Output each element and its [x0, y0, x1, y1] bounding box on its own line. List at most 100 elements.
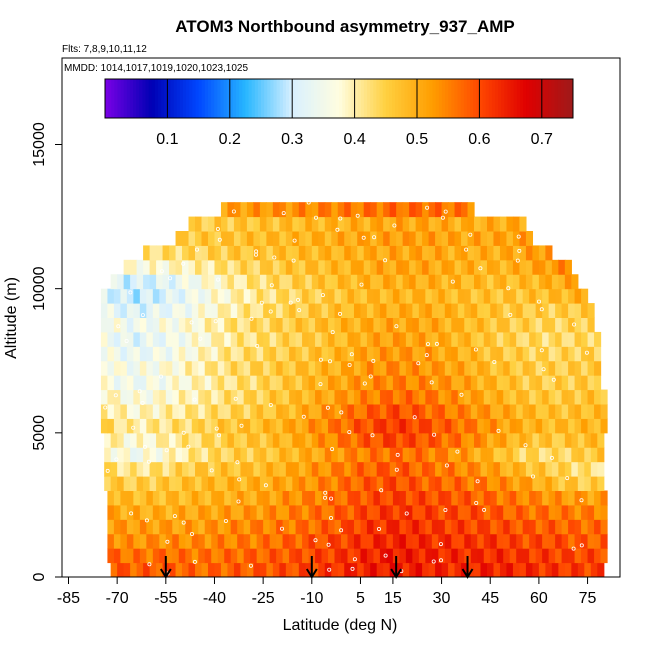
heatmap-cell — [104, 476, 112, 491]
heatmap-cell — [276, 317, 284, 333]
heatmap-cell — [425, 404, 433, 419]
sample-marker — [412, 415, 417, 420]
heatmap-cell — [107, 346, 115, 362]
heatmap-cell — [555, 303, 563, 318]
sample-marker — [523, 443, 528, 448]
heatmap-cell — [353, 288, 362, 304]
heatmap-cell — [201, 259, 209, 275]
heatmap-cell — [370, 245, 378, 261]
heatmap-cell — [152, 519, 160, 535]
heatmap-cell — [331, 432, 339, 448]
heatmap-cell — [457, 519, 465, 535]
heatmap-cell — [178, 346, 186, 362]
heatmap-cell — [207, 245, 216, 261]
heatmap-cell — [418, 375, 426, 391]
heatmap-cell — [214, 562, 222, 577]
heatmap-cell — [564, 562, 572, 577]
dates-note: MMDD: 1014,1017,1019,1020,1023,1025 — [64, 63, 248, 74]
heatmap-cell — [444, 504, 452, 520]
heatmap-cell — [146, 317, 154, 333]
colorbar-segment — [248, 79, 253, 118]
heatmap-cell — [370, 216, 378, 232]
heatmap-cell — [519, 432, 527, 448]
heatmap-cell — [474, 245, 482, 261]
heatmap-cell — [308, 331, 316, 347]
heatmap-cell — [165, 360, 173, 376]
heatmap-cell — [182, 447, 190, 463]
heatmap-cell — [438, 418, 446, 434]
heatmap-cell — [470, 533, 478, 549]
heatmap-cell — [156, 432, 164, 448]
heatmap-cell — [198, 418, 206, 434]
heatmap-cell — [188, 461, 196, 477]
heatmap-cell — [315, 548, 323, 564]
heatmap-cell — [295, 360, 303, 376]
colorbar-segment — [420, 79, 424, 118]
heatmap-cell — [107, 288, 115, 304]
heatmap-cell — [551, 432, 559, 448]
heatmap-cell — [331, 202, 339, 218]
heatmap-cell — [207, 274, 216, 290]
heatmap-cell — [564, 432, 572, 448]
heatmap-cell — [555, 548, 563, 564]
heatmap-cell — [428, 231, 436, 246]
heatmap-cell — [474, 447, 482, 463]
heatmap-cell — [149, 562, 157, 577]
heatmap-cell — [555, 404, 563, 419]
colorbar-segment — [207, 79, 212, 118]
heatmap-cell — [250, 519, 258, 535]
colorbar-segment — [470, 79, 474, 118]
heatmap-cell — [207, 447, 216, 463]
heatmap-cell — [211, 548, 219, 564]
y-tick-label: 15000 — [31, 122, 48, 167]
heatmap-cell — [302, 303, 310, 318]
heatmap-cell — [490, 360, 498, 376]
heatmap-cell — [295, 404, 303, 419]
heatmap-cell — [512, 216, 521, 232]
heatmap-cell — [555, 331, 563, 347]
heatmap-cell — [474, 432, 482, 448]
heatmap-cell — [370, 461, 378, 477]
heatmap-cell — [535, 317, 543, 333]
heatmap-cell — [493, 461, 501, 477]
heatmap-cell — [467, 231, 475, 246]
heatmap-cell — [470, 389, 478, 405]
sample-marker — [475, 479, 480, 484]
x-tick-label: -10 — [300, 590, 323, 607]
heatmap-cell — [509, 533, 517, 549]
heatmap-cell — [464, 548, 472, 564]
heatmap-cell — [169, 447, 177, 463]
heatmap-cell — [357, 274, 365, 290]
heatmap-cell — [574, 504, 582, 520]
heatmap-cell — [350, 447, 358, 463]
heatmap-cell — [305, 476, 313, 491]
heatmap-cell — [496, 303, 504, 318]
heatmap-cell — [324, 245, 332, 261]
heatmap-cell — [415, 216, 423, 232]
heatmap-cell — [256, 303, 264, 318]
heatmap-cell — [435, 274, 443, 290]
heatmap-cell — [376, 202, 384, 218]
heatmap-cell — [172, 548, 180, 564]
heatmap-cell — [188, 562, 196, 577]
heatmap-cell — [457, 533, 465, 549]
heatmap-cell — [259, 202, 267, 218]
heatmap-cell — [110, 476, 118, 491]
heatmap-cell — [587, 504, 595, 520]
heatmap-cell — [590, 562, 598, 577]
heatmap-cell — [259, 274, 267, 290]
heatmap-cell — [454, 259, 462, 275]
colorbar-segment — [426, 79, 430, 118]
heatmap-cell — [386, 346, 394, 362]
heatmap-cell — [548, 490, 556, 506]
heatmap-cell — [191, 389, 199, 405]
heatmap-cell — [139, 389, 147, 405]
heatmap-cell — [220, 562, 229, 577]
heatmap-cell — [211, 519, 219, 535]
heatmap-cell — [389, 202, 397, 218]
heatmap-cell — [198, 389, 206, 405]
heatmap-cell — [285, 259, 293, 275]
heatmap-cell — [126, 317, 134, 333]
heatmap-cell — [211, 375, 219, 391]
sample-marker — [362, 381, 367, 386]
